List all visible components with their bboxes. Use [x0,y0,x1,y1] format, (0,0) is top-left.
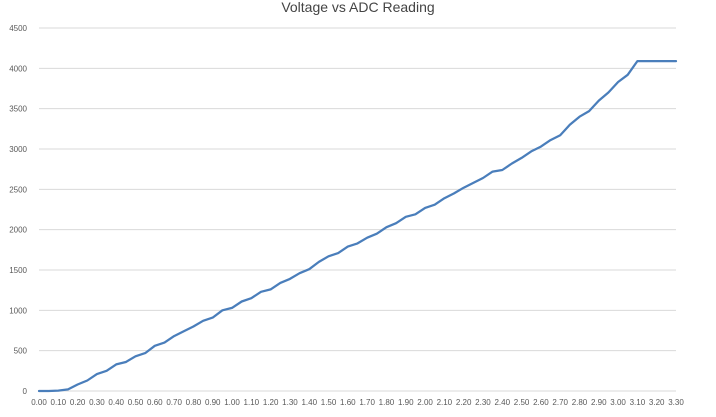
x-tick-label: 2.00 [417,398,433,407]
series-line-0 [37,59,678,393]
x-tick-label: 2.60 [533,398,549,407]
x-tick-label: 2.20 [456,398,472,407]
x-tick-label: 2.40 [494,398,510,407]
x-tick-label: 1.90 [398,398,414,407]
series-lines [37,59,678,393]
x-tick-label: 0.30 [89,398,105,407]
x-tick-label: 2.30 [475,398,491,407]
chart-title: Voltage vs ADC Reading [281,0,434,15]
x-tick-label: 1.20 [263,398,279,407]
x-tick-label: 1.00 [224,398,240,407]
y-tick-label: 3500 [9,105,27,114]
x-tick-label: 0.60 [147,398,163,407]
x-tick-label: 3.10 [630,398,646,407]
x-tick-label: 3.30 [668,398,684,407]
x-tick-label: 2.80 [572,398,588,407]
y-tick-label: 2500 [9,185,27,194]
x-tick-label: 0.70 [166,398,182,407]
x-tick-label: 2.50 [514,398,530,407]
x-tick-label: 0.90 [205,398,221,407]
x-tick-label: 2.90 [591,398,607,407]
x-tick-label: 1.30 [282,398,298,407]
x-axis-tick-labels: 0.00 0.10 0.20 0.30 0.40 0.50 0.60 0.70 0.80 0.90… [31,398,684,407]
x-tick-label: 0.20 [70,398,86,407]
x-tick-label: 1.60 [340,398,356,407]
gridlines [39,27,676,392]
x-tick-label: 3.20 [649,398,665,407]
x-tick-label: 0.10 [51,398,67,407]
x-tick-label: 2.70 [552,398,568,407]
x-tick-label: 1.50 [321,398,337,407]
y-tick-label: 2000 [9,226,27,235]
y-tick-label: 4000 [9,64,27,73]
x-tick-label: 1.10 [244,398,260,407]
y-axis-tick-labels: 0 500 1000 1500 2000 2500 3000 3500 4000 4500 [9,24,27,396]
x-tick-label: 1.40 [301,398,317,407]
x-tick-label: 0.40 [108,398,124,407]
y-tick-label: 500 [14,347,28,356]
x-tick-label: 2.10 [437,398,453,407]
x-tick-label: 0.80 [186,398,202,407]
x-tick-label: 0.00 [31,398,47,407]
y-tick-label: 4500 [9,24,27,33]
y-tick-label: 3000 [9,145,27,154]
x-tick-label: 0.50 [128,398,144,407]
x-tick-label: 1.80 [379,398,395,407]
y-tick-label: 1000 [9,306,27,315]
y-tick-label: 0 [23,387,28,396]
y-tick-label: 1500 [9,266,27,275]
x-tick-label: 1.70 [359,398,375,407]
x-tick-label: 3.00 [610,398,626,407]
